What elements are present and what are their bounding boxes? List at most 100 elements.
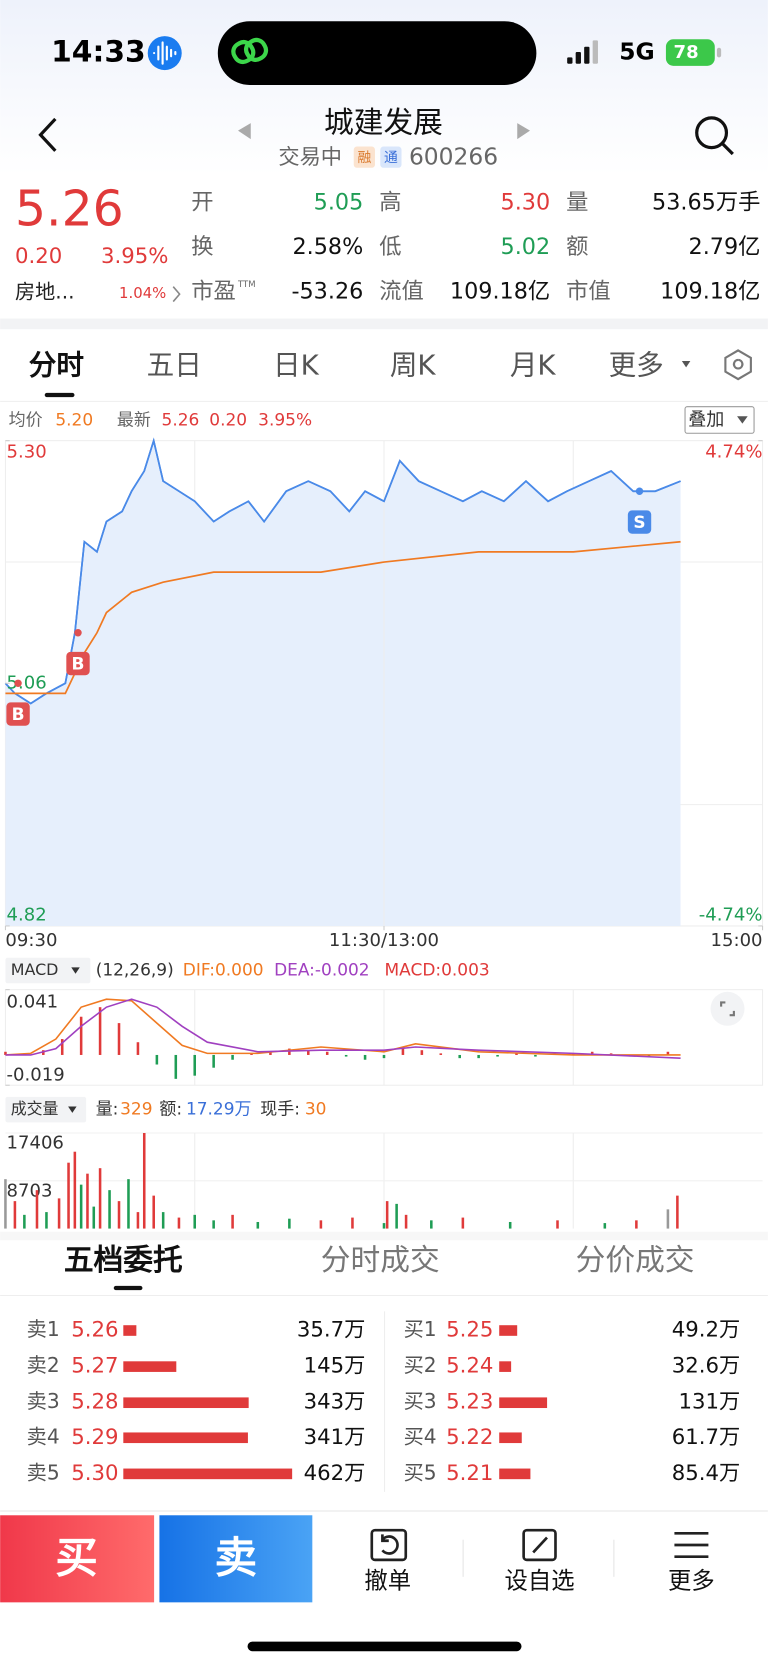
macd-bar — [458, 1054, 461, 1059]
chart-tab[interactable]: 周K — [390, 348, 437, 381]
legend-value: 0.20 — [209, 410, 247, 430]
menu-caret — [71, 967, 80, 974]
network: 5G — [619, 38, 654, 66]
macd-menu[interactable] — [5, 957, 91, 984]
indicator-menu[interactable]: MACD — [11, 960, 59, 979]
macd-bar — [401, 1048, 405, 1055]
legend-value: 5.26 — [162, 410, 200, 430]
book-label: 卖5 — [27, 1460, 60, 1484]
book-tab[interactable]: 分价成交 — [576, 1243, 695, 1278]
volume-bar — [288, 1218, 291, 1229]
indicator-readout: MACD:0.003 — [385, 961, 490, 981]
chart-tab[interactable]: 月K — [510, 348, 557, 381]
book-volume: 61.7万 — [672, 1425, 740, 1450]
stat-value: 53.65万手 — [652, 189, 760, 215]
volume-bar — [142, 1133, 146, 1229]
book-tab[interactable]: 五档委托 — [64, 1243, 183, 1278]
volume-bar — [127, 1179, 130, 1229]
y-tick-label: 5.06 — [7, 672, 47, 693]
volume-bar — [385, 1201, 389, 1229]
volume-bar — [231, 1214, 234, 1229]
y2-tick-label: -4.74% — [699, 904, 763, 925]
volume-bar — [79, 1184, 83, 1229]
chart-tab[interactable]: 更多 — [609, 348, 664, 381]
legend-value: 5.20 — [55, 410, 93, 430]
book-label: 买2 — [404, 1353, 437, 1377]
overlay-button[interactable] — [684, 406, 755, 434]
settings-icon[interactable] — [724, 349, 752, 381]
voice-wave — [153, 41, 177, 65]
volume-bar — [395, 1203, 398, 1229]
status-time: 14:33 — [51, 35, 146, 70]
prev-stock[interactable] — [237, 123, 251, 140]
chart-tab[interactable]: 日K — [273, 348, 320, 381]
volume-bar — [73, 1151, 77, 1229]
x-tick-label: 11:30/13:00 — [329, 930, 439, 951]
volume-bar — [603, 1223, 607, 1229]
chart-tab[interactable]: 分时 — [29, 348, 85, 381]
badge-bg — [380, 146, 402, 168]
stat-label: 市盈 — [191, 279, 236, 305]
stock-code: 600266 — [409, 143, 498, 171]
volume-bar — [193, 1214, 196, 1229]
volume-bar — [92, 1206, 96, 1229]
volume-menu[interactable] — [5, 1096, 87, 1123]
book-bar — [499, 1361, 512, 1372]
macd-bar — [515, 1053, 518, 1055]
stat-label: 市值 — [566, 279, 611, 305]
back-button[interactable] — [38, 117, 57, 152]
trade-badge-label: B — [12, 705, 25, 725]
menu-caret — [68, 1106, 77, 1113]
book-price: 5.24 — [446, 1354, 493, 1379]
book-tab[interactable]: 分时成交 — [321, 1243, 440, 1278]
sell-button[interactable] — [159, 1515, 313, 1603]
badge: 通 — [384, 150, 398, 166]
separator — [0, 318, 768, 330]
sector[interactable]: 房地... — [15, 280, 75, 304]
book-volume: 145万 — [304, 1354, 366, 1379]
volume-bar — [556, 1220, 559, 1229]
expand-icon — [720, 1001, 735, 1017]
more-caret[interactable] — [681, 361, 691, 368]
stat-value: 5.02 — [501, 234, 551, 260]
overlay-label[interactable]: 叠加 — [688, 409, 724, 430]
macd-bar — [155, 1054, 159, 1065]
book-price: 5.30 — [71, 1461, 118, 1486]
macd-bar — [534, 1054, 537, 1057]
book-volume: 49.2万 — [672, 1318, 740, 1343]
sell-label[interactable]: 卖 — [215, 1534, 257, 1583]
battery-level: 78 — [674, 42, 699, 63]
change-pct: 3.95% — [101, 244, 168, 269]
toolbar-action[interactable]: 撤单 — [364, 1567, 411, 1595]
stat-value: 109.18亿 — [450, 279, 550, 305]
volume-bar — [152, 1195, 155, 1229]
legend-label: 最新 — [117, 410, 151, 430]
tab-underline — [44, 392, 75, 398]
buy-label[interactable]: 买 — [55, 1534, 97, 1583]
search-button[interactable] — [695, 116, 734, 156]
volume-bar — [98, 1168, 102, 1229]
volume-bar — [461, 1217, 465, 1229]
book-label: 买1 — [404, 1317, 437, 1341]
expand-button[interactable] — [710, 991, 745, 1026]
stat-label: 换 — [191, 234, 213, 260]
y-tick-label: 4.82 — [7, 904, 47, 925]
toolbar-action[interactable]: 设自选 — [505, 1567, 575, 1595]
macd-bar — [193, 1054, 196, 1076]
next-stock[interactable] — [517, 123, 531, 140]
stock-name: 城建发展 — [324, 106, 443, 141]
indicator-params: (12,26,9) — [96, 961, 174, 981]
volume-readout-label: 量: — [96, 1100, 119, 1120]
toolbar-action[interactable]: 更多 — [668, 1567, 715, 1595]
book-label: 卖1 — [27, 1317, 60, 1341]
chart-tab[interactable]: 五日 — [147, 348, 202, 381]
buy-button[interactable] — [0, 1515, 155, 1603]
indicator-menu[interactable]: 成交量 — [11, 1099, 59, 1118]
volume-bar — [256, 1221, 260, 1229]
home-indicator — [247, 1641, 522, 1652]
volume-bar — [351, 1217, 354, 1229]
volume-bar — [676, 1195, 679, 1229]
sector-arrow — [172, 286, 181, 303]
sector-pct: 1.04% — [119, 284, 166, 302]
